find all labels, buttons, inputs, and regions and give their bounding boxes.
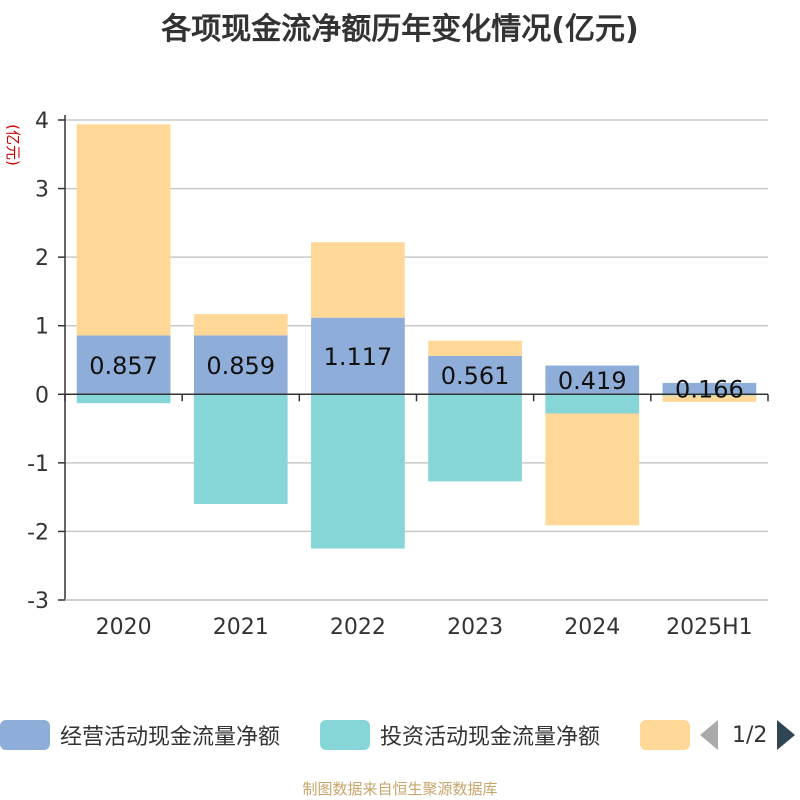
- bar-series0-2024: [545, 365, 640, 395]
- x-category-label: 2020: [96, 615, 152, 640]
- bar-value-label: 0.859: [206, 352, 275, 380]
- legend-page-indicator: 1/2: [732, 722, 768, 748]
- bar-value-label: 0.166: [675, 376, 744, 404]
- legend-pager: 1/2: [700, 720, 796, 750]
- bar-layer: [76, 124, 757, 549]
- legend: 经营活动现金流量净额 投资活动现金流量净额 1/2: [0, 716, 800, 756]
- bar-series1-2024: [545, 394, 640, 414]
- legend-swatch-investing: [320, 720, 370, 750]
- x-category-label: 2022: [330, 615, 386, 640]
- x-category-label: 2024: [564, 615, 620, 640]
- legend-swatch-financing: [640, 720, 690, 750]
- bar-series2-2023: [428, 340, 522, 356]
- chart-title: 各项现金流净额历年变化情况(亿元): [161, 12, 639, 47]
- bar-series0-2020: [76, 335, 171, 395]
- bar-series0-2023: [428, 355, 522, 395]
- y-tick-label: -3: [27, 589, 49, 614]
- bar-series1-2021: [193, 394, 288, 504]
- x-category-label: 2021: [213, 615, 269, 640]
- bar-series2-2025H1: [662, 395, 757, 402]
- y-tick-label: 2: [35, 246, 49, 271]
- bar-value-label: 0.857: [89, 352, 158, 380]
- prev-page-icon[interactable]: [700, 720, 718, 750]
- legend-label-investing: 投资活动现金流量净额: [380, 725, 601, 750]
- bar-value-label: 0.419: [558, 367, 627, 395]
- y-tick-label: -1: [27, 452, 49, 477]
- bar-series1-2020: [76, 394, 171, 404]
- data-source-note: 制图数据来自恒生聚源数据库: [302, 780, 498, 798]
- bar-series2-2021: [193, 314, 288, 336]
- x-category-label: 2025H1: [666, 615, 753, 640]
- y-tick-label: 3: [35, 178, 49, 203]
- x-category-label: 2023: [447, 615, 503, 640]
- bar-series0-2021: [193, 335, 288, 395]
- legend-item-financing[interactable]: [640, 718, 690, 752]
- legend-swatch-operating: [0, 720, 50, 750]
- y-tick-label: -2: [27, 520, 49, 545]
- label-layer: 0.857 0.859 1.117 0.561 0.419 0.166: [89, 343, 744, 404]
- y-tick-label: 1: [35, 315, 49, 340]
- bar-series2-2022: [311, 242, 405, 318]
- legend-item-investing[interactable]: 投资活动现金流量净额: [320, 718, 600, 752]
- stacked-bar-chart: -3 -2 -1 0 1 2 3 4 2020 2021 2022 2023 2024 2025H1 (亿元…: [4, 109, 769, 640]
- y-tick-label: 0: [35, 383, 49, 408]
- y-axis-unit-label: (亿元): [4, 124, 22, 166]
- bar-series1-2022: [311, 394, 405, 549]
- bar-series2-2020: [76, 124, 171, 336]
- bar-series2-2024: [545, 413, 640, 526]
- y-tick-label: 4: [35, 109, 49, 134]
- bar-series0-2025H1: [662, 382, 757, 395]
- bar-series1-2023: [428, 394, 522, 482]
- bar-series0-2022: [311, 317, 405, 395]
- bar-value-label: 0.561: [441, 362, 510, 390]
- next-page-icon[interactable]: [777, 720, 796, 750]
- legend-item-operating[interactable]: 经营活动现金流量净额: [0, 718, 280, 752]
- axis-layer: -3 -2 -1 0 1 2 3 4 2020 2021 2022 2023 2024 2025H1 (亿元…: [4, 109, 769, 640]
- legend-label-operating: 经营活动现金流量净额: [60, 725, 281, 750]
- bar-value-label: 1.117: [324, 343, 393, 371]
